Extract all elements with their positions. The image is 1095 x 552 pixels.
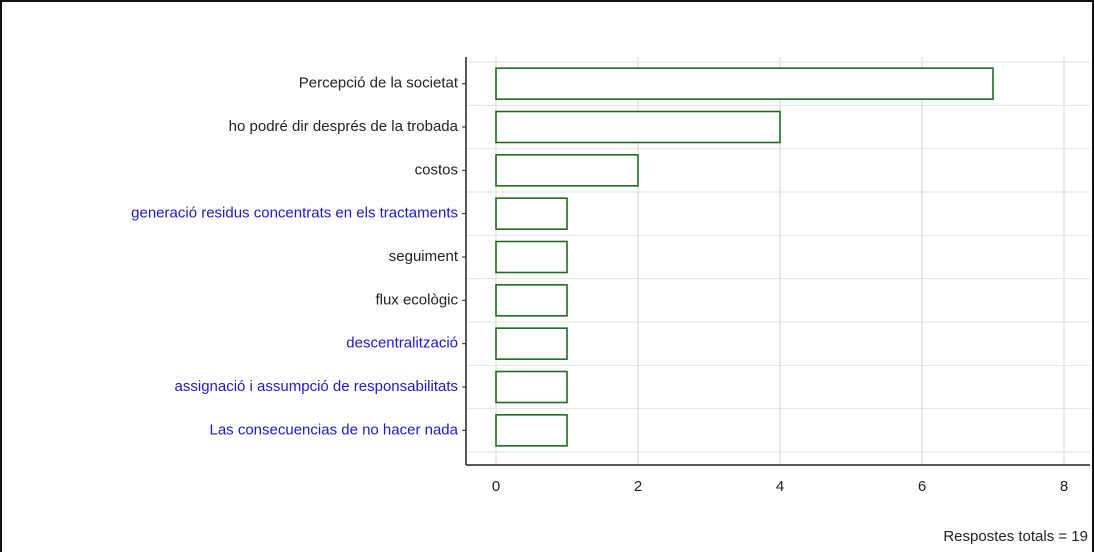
x-tick-label: 6: [918, 478, 926, 495]
y-tick-label: seguiment: [389, 248, 459, 265]
y-tick-label: assignació i assumpció de responsabilita…: [175, 378, 458, 395]
footer: Respostes totals = 19: [943, 528, 1088, 545]
y-tick-label: costos: [415, 161, 458, 178]
x-tick-label: 0: [492, 478, 500, 495]
bar: [495, 67, 994, 100]
bar: [495, 370, 568, 404]
y-tick-label: ho podré dir després de la trobada: [229, 118, 459, 135]
y-tick-label: Percepció de la societat: [299, 75, 459, 92]
y-tick-label: Las consecuencias de no hacer nada: [209, 421, 458, 438]
bar: [495, 240, 568, 274]
y-tick-label: generació residus concentrats en els tra…: [131, 205, 458, 222]
x-tick-label: 2: [634, 478, 642, 495]
x-tick-label: 4: [776, 478, 784, 495]
y-tick-label: flux ecològic: [375, 291, 458, 308]
y-tick-label: descentralització: [346, 335, 458, 352]
bar: [495, 197, 568, 230]
bar: [495, 284, 568, 317]
bar: [495, 110, 781, 144]
bar: [495, 414, 568, 447]
bar: [495, 154, 639, 187]
x-tick-label: 8: [1060, 478, 1068, 495]
bar: [495, 327, 568, 360]
